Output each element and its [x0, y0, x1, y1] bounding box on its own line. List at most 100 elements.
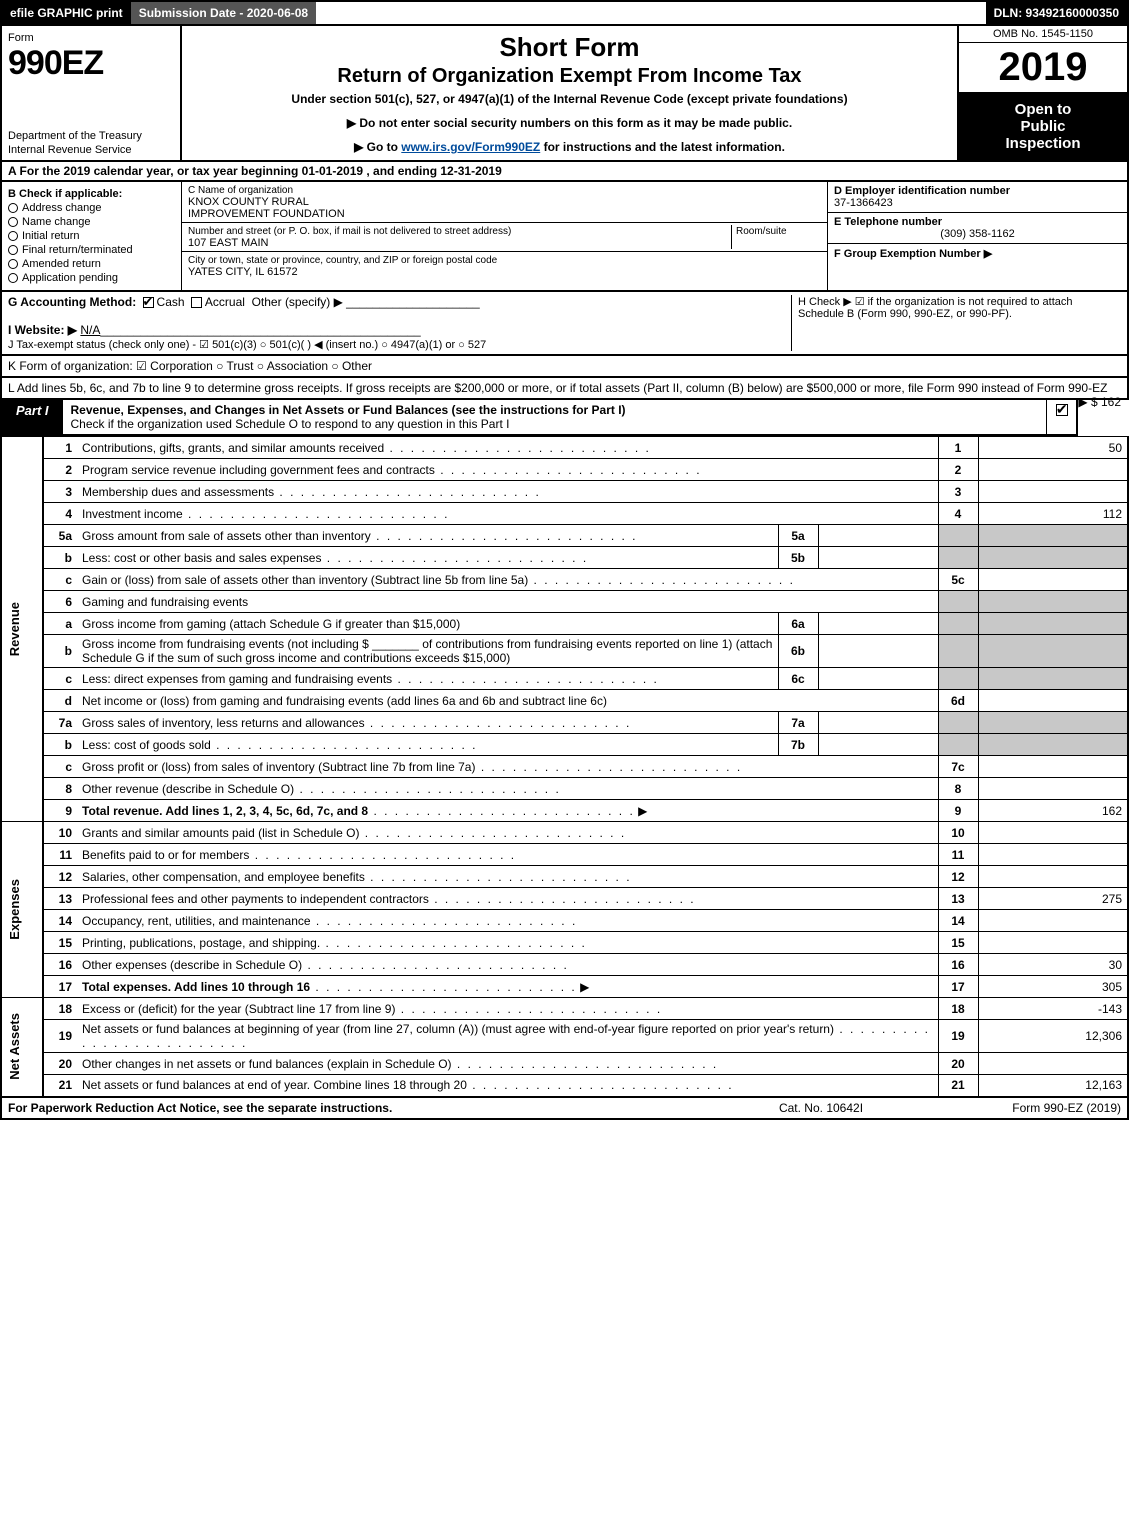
line-k-form-of-org: K Form of organization: ☑ Corporation ○ …	[0, 356, 1129, 378]
r6c-minival	[818, 668, 938, 690]
r9-num: 9	[43, 800, 77, 822]
r2-amt	[978, 459, 1128, 481]
r6d-num: d	[43, 690, 77, 712]
r1-num: 1	[43, 437, 77, 459]
r6b-minival	[818, 635, 938, 668]
footer-formno: Form 990-EZ (2019)	[921, 1101, 1121, 1115]
r14-ln: 14	[938, 910, 978, 932]
note-goto-post: for instructions and the latest informat…	[544, 140, 785, 154]
r6-num: 6	[43, 591, 77, 613]
r15-ln: 15	[938, 932, 978, 954]
r18-amt: -143	[978, 998, 1128, 1020]
efile-print-button[interactable]: efile GRAPHIC print	[2, 2, 131, 24]
opt-application-pending[interactable]: Application pending	[8, 272, 175, 284]
r16-desc: Other expenses (describe in Schedule O)	[82, 958, 302, 972]
r12-ln: 12	[938, 866, 978, 888]
r21-num: 21	[43, 1075, 77, 1097]
title-short-form: Short Form	[192, 32, 947, 63]
opt-amended-return[interactable]: Amended return	[8, 258, 175, 270]
g-cash-checkbox[interactable]	[143, 297, 154, 308]
r13-desc: Professional fees and other payments to …	[82, 892, 429, 906]
r4-desc: Investment income	[82, 507, 183, 521]
r21-desc: Net assets or fund balances at end of ye…	[82, 1078, 467, 1092]
submission-date-button[interactable]: Submission Date - 2020-06-08	[131, 2, 316, 24]
r7a-minival	[818, 712, 938, 734]
opt-application-pending-label: Application pending	[22, 272, 118, 284]
r15-desc: Printing, publications, postage, and shi…	[82, 936, 320, 950]
row-6: 6 Gaming and fundraising events	[1, 591, 1128, 613]
r7b-minival	[818, 734, 938, 756]
r6b-ln-grey	[938, 635, 978, 668]
room-label: Room/suite	[736, 226, 787, 237]
r6c-amt-grey	[978, 668, 1128, 690]
row-18: Net Assets 18Excess or (deficit) for the…	[1, 998, 1128, 1020]
r11-desc: Benefits paid to or for members	[82, 848, 249, 862]
r14-num: 14	[43, 910, 77, 932]
row-6a: a Gross income from gaming (attach Sched…	[1, 613, 1128, 635]
addr-street: 107 EAST MAIN	[188, 237, 269, 249]
r19-ln: 19	[938, 1020, 978, 1053]
row-5c: c Gain or (loss) from sale of assets oth…	[1, 569, 1128, 591]
r9-ln: 9	[938, 800, 978, 822]
r12-desc: Salaries, other compensation, and employ…	[82, 870, 365, 884]
opt-address-change-label: Address change	[22, 202, 102, 214]
opt-name-change[interactable]: Name change	[8, 216, 175, 228]
r5b-amt-grey	[978, 547, 1128, 569]
r4-num: 4	[43, 503, 77, 525]
row-5b: b Less: cost or other basis and sales ex…	[1, 547, 1128, 569]
row-4: 4 Investment income 4 112	[1, 503, 1128, 525]
r3-ln: 3	[938, 481, 978, 503]
r11-num: 11	[43, 844, 77, 866]
r6d-amt	[978, 690, 1128, 712]
irs-link[interactable]: www.irs.gov/Form990EZ	[401, 140, 540, 154]
g-accrual-checkbox[interactable]	[191, 297, 202, 308]
r17-desc: Total expenses. Add lines 10 through 16	[82, 980, 310, 994]
part-1-title-text: Revenue, Expenses, and Changes in Net As…	[71, 403, 626, 417]
r6a-desc: Gross income from gaming (attach Schedul…	[82, 617, 460, 631]
col-def: D Employer identification number 37-1366…	[827, 182, 1127, 290]
r7b-minilbl: 7b	[778, 734, 818, 756]
row-12: 12 Salaries, other compensation, and empl…	[1, 866, 1128, 888]
r16-num: 16	[43, 954, 77, 976]
row-15: 15 Printing, publications, postage, and s…	[1, 932, 1128, 954]
r5c-ln: 5c	[938, 569, 978, 591]
opt-initial-return[interactable]: Initial return	[8, 230, 175, 242]
r5b-ln-grey	[938, 547, 978, 569]
title-return: Return of Organization Exempt From Incom…	[192, 65, 947, 88]
part-1-schedule-o-checkbox[interactable]	[1056, 404, 1068, 416]
row-8: 8 Other revenue (describe in Schedule O)…	[1, 778, 1128, 800]
row-7a: 7a Gross sales of inventory, less return…	[1, 712, 1128, 734]
row-2: 2 Program service revenue including gove…	[1, 459, 1128, 481]
r7a-ln-grey	[938, 712, 978, 734]
r6c-desc: Less: direct expenses from gaming and fu…	[82, 672, 392, 686]
r21-ln: 21	[938, 1075, 978, 1097]
row-7b: b Less: cost of goods sold 7b	[1, 734, 1128, 756]
line-l-gross-receipts: L Add lines 5b, 6c, and 7b to line 9 to …	[0, 378, 1129, 400]
r20-desc: Other changes in net assets or fund bala…	[82, 1057, 452, 1071]
r9-desc: Total revenue. Add lines 1, 2, 3, 4, 5c,…	[82, 804, 368, 818]
arrow-icon	[577, 980, 590, 994]
opt-name-change-label: Name change	[22, 216, 91, 228]
r7a-minilbl: 7a	[778, 712, 818, 734]
note-goto: ▶ Go to www.irs.gov/Form990EZ for instru…	[192, 140, 947, 154]
r7b-desc: Less: cost of goods sold	[82, 738, 211, 752]
r17-num: 17	[43, 976, 77, 998]
part-1-header: Part I Revenue, Expenses, and Changes in…	[0, 400, 1078, 436]
opt-final-return-label: Final return/terminated	[22, 244, 133, 256]
r5a-minival	[818, 525, 938, 547]
r7c-amt	[978, 756, 1128, 778]
opt-address-change[interactable]: Address change	[8, 202, 175, 214]
line-a-tax-year: A For the 2019 calendar year, or tax yea…	[0, 162, 1129, 182]
r20-num: 20	[43, 1053, 77, 1075]
side-net-assets: Net Assets	[1, 998, 43, 1097]
opt-final-return[interactable]: Final return/terminated	[8, 244, 175, 256]
r5a-num: 5a	[43, 525, 77, 547]
r6-amt-grey	[978, 591, 1128, 613]
r8-desc: Other revenue (describe in Schedule O)	[82, 782, 294, 796]
r4-amt: 112	[978, 503, 1128, 525]
r12-num: 12	[43, 866, 77, 888]
r20-ln: 20	[938, 1053, 978, 1075]
r13-num: 13	[43, 888, 77, 910]
open-to-public-inspection: Open to Public Inspection	[959, 93, 1127, 160]
r5b-num: b	[43, 547, 77, 569]
